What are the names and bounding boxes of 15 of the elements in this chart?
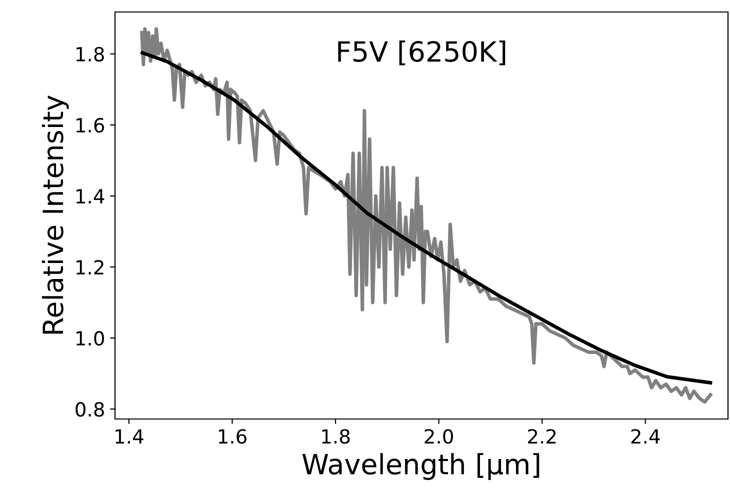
y-tick-label: 1.6 [76, 118, 104, 133]
y-tick-label: 1.0 [76, 330, 104, 346]
y-tick-label: 1.4 [76, 189, 104, 204]
x-tick-label: 1.8 [322, 429, 350, 444]
x-tick-label: 1.6 [218, 429, 246, 444]
x-tick-label: 2.2 [528, 429, 556, 444]
text: F5V [6250K] [338, 40, 506, 66]
y-axis-title: Relative Intensity [42, 95, 69, 334]
x-tick-label: 1.4 [116, 429, 144, 444]
x-tick-label: 2.0 [424, 429, 453, 444]
x-tick-label: 2.4 [631, 429, 660, 444]
x-axis-title: Wavelength [μm] [302, 453, 540, 480]
y-tick-label: 1.8 [76, 46, 104, 62]
y-tick-label: 0.8 [76, 402, 104, 417]
y-tick-label: 1.2 [76, 260, 104, 274]
